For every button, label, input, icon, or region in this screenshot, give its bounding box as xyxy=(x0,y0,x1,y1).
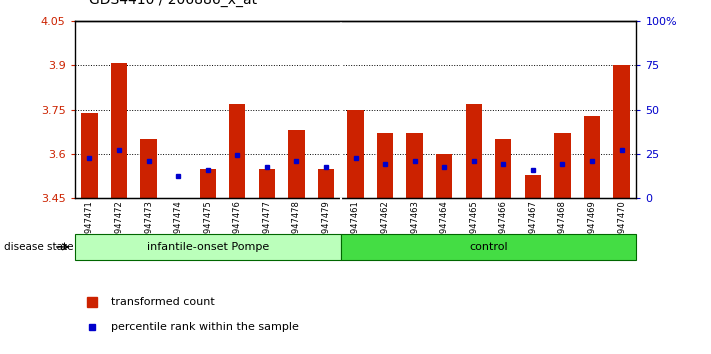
Text: GDS4410 / 206886_x_at: GDS4410 / 206886_x_at xyxy=(89,0,257,7)
Bar xyxy=(288,130,304,198)
Bar xyxy=(614,65,630,198)
Text: transformed count: transformed count xyxy=(111,297,215,307)
Text: GSM947476: GSM947476 xyxy=(232,200,242,251)
Bar xyxy=(466,104,482,198)
Bar xyxy=(341,234,636,260)
Bar xyxy=(318,169,334,198)
Text: GSM947461: GSM947461 xyxy=(351,200,360,251)
Text: percentile rank within the sample: percentile rank within the sample xyxy=(111,322,299,332)
Bar xyxy=(555,133,570,198)
Text: GSM947464: GSM947464 xyxy=(439,200,449,251)
Text: GSM947474: GSM947474 xyxy=(173,200,183,251)
Bar xyxy=(377,133,393,198)
Bar xyxy=(436,154,452,198)
Text: GSM947462: GSM947462 xyxy=(380,200,390,251)
Text: GSM947473: GSM947473 xyxy=(144,200,153,251)
Text: GSM947466: GSM947466 xyxy=(499,200,508,251)
Bar xyxy=(200,169,216,198)
Bar xyxy=(81,113,97,198)
Bar xyxy=(348,110,363,198)
Bar xyxy=(75,234,341,260)
Text: GSM947478: GSM947478 xyxy=(292,200,301,251)
Text: GSM947467: GSM947467 xyxy=(528,200,538,251)
Bar xyxy=(141,139,156,198)
Text: GSM947463: GSM947463 xyxy=(410,200,419,251)
Bar xyxy=(495,139,511,198)
Text: infantile-onset Pompe: infantile-onset Pompe xyxy=(146,242,269,252)
Text: GSM947477: GSM947477 xyxy=(262,200,272,251)
Text: GSM947469: GSM947469 xyxy=(587,200,597,251)
Text: GSM947465: GSM947465 xyxy=(469,200,479,251)
Text: GSM947475: GSM947475 xyxy=(203,200,212,251)
Bar xyxy=(584,116,600,198)
Bar xyxy=(229,104,245,198)
Text: GSM947479: GSM947479 xyxy=(321,200,331,251)
Text: GSM947472: GSM947472 xyxy=(114,200,124,251)
Text: control: control xyxy=(469,242,508,252)
Text: GSM947471: GSM947471 xyxy=(85,200,94,251)
Text: GSM947470: GSM947470 xyxy=(617,200,626,251)
Bar xyxy=(111,63,127,198)
Bar xyxy=(525,175,541,198)
Bar xyxy=(407,133,423,198)
Bar xyxy=(259,169,275,198)
Text: disease state: disease state xyxy=(4,242,73,252)
Text: GSM947468: GSM947468 xyxy=(558,200,567,251)
